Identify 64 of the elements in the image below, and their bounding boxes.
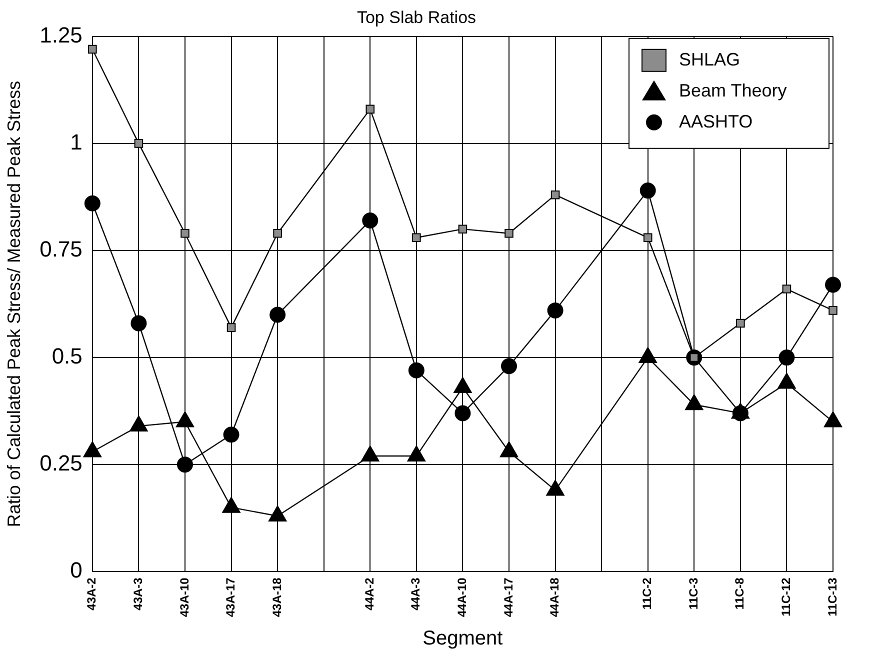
point <box>130 315 147 332</box>
point <box>546 480 564 496</box>
point <box>226 323 236 332</box>
point <box>134 139 144 148</box>
x-tick-label: 44A-10 <box>455 577 470 617</box>
x-tick-label: 11C-12 <box>779 577 794 616</box>
point <box>500 358 517 374</box>
y-tick-label: 1.25 <box>40 22 82 48</box>
point <box>504 228 514 238</box>
point <box>180 228 190 238</box>
point <box>407 446 426 462</box>
point <box>778 372 796 389</box>
point <box>176 411 194 428</box>
x-tick-label: 44A-3 <box>408 577 423 610</box>
point <box>684 394 704 410</box>
point <box>362 212 378 229</box>
y-tick-label: 0 <box>70 558 82 583</box>
x-tick-label: 43A-17 <box>224 577 238 617</box>
point <box>828 306 838 315</box>
point <box>268 505 287 522</box>
point <box>640 182 656 199</box>
point <box>84 195 100 212</box>
y-axis-title: Ratio of Calculated Peak Stress/ Measured Peak Stress <box>4 80 24 528</box>
y-tick-label: 1 <box>70 130 82 155</box>
x-tick-label: 43A-3 <box>131 577 146 610</box>
point <box>547 302 564 318</box>
point <box>270 306 286 323</box>
point <box>638 347 658 364</box>
y-tick-label: 0.25 <box>40 450 82 476</box>
point <box>222 496 240 513</box>
point <box>83 441 102 458</box>
x-tick-label: 11C-13 <box>825 577 840 616</box>
point <box>360 446 380 462</box>
point <box>130 416 148 432</box>
point <box>408 362 424 378</box>
x-tick-label: 43A-2 <box>84 577 99 610</box>
x-tick-label: 44A-18 <box>548 577 562 617</box>
point <box>458 224 468 234</box>
legend-label: SHLAG <box>679 49 740 70</box>
point <box>643 233 652 242</box>
point <box>778 350 795 366</box>
x-tick-label: 43A-18 <box>270 577 284 617</box>
point <box>273 228 282 238</box>
y-tick-label: 0.5 <box>52 344 82 369</box>
y-tick-label: 0.75 <box>40 236 82 262</box>
point <box>824 411 842 428</box>
point <box>736 318 745 328</box>
point <box>550 190 560 200</box>
x-axis-title: Segment <box>422 628 504 650</box>
point <box>454 377 472 394</box>
legend-label: Beam Theory <box>679 80 787 100</box>
x-tick-label: 44A-17 <box>501 577 516 617</box>
x-tick-label: 11C-2 <box>640 577 654 610</box>
point <box>825 276 841 293</box>
point <box>366 104 375 114</box>
x-tick-label: 43A-10 <box>177 577 192 617</box>
x-tick-label: 11C-8 <box>732 577 747 610</box>
legend-label: AASHTO <box>679 111 753 132</box>
point <box>412 233 421 242</box>
chart-title: Top Slab Ratios <box>356 8 476 27</box>
x-tick-label: 11C-3 <box>686 577 700 610</box>
point <box>500 441 518 458</box>
point <box>782 284 792 294</box>
x-tick-label: 44A-2 <box>362 577 376 610</box>
